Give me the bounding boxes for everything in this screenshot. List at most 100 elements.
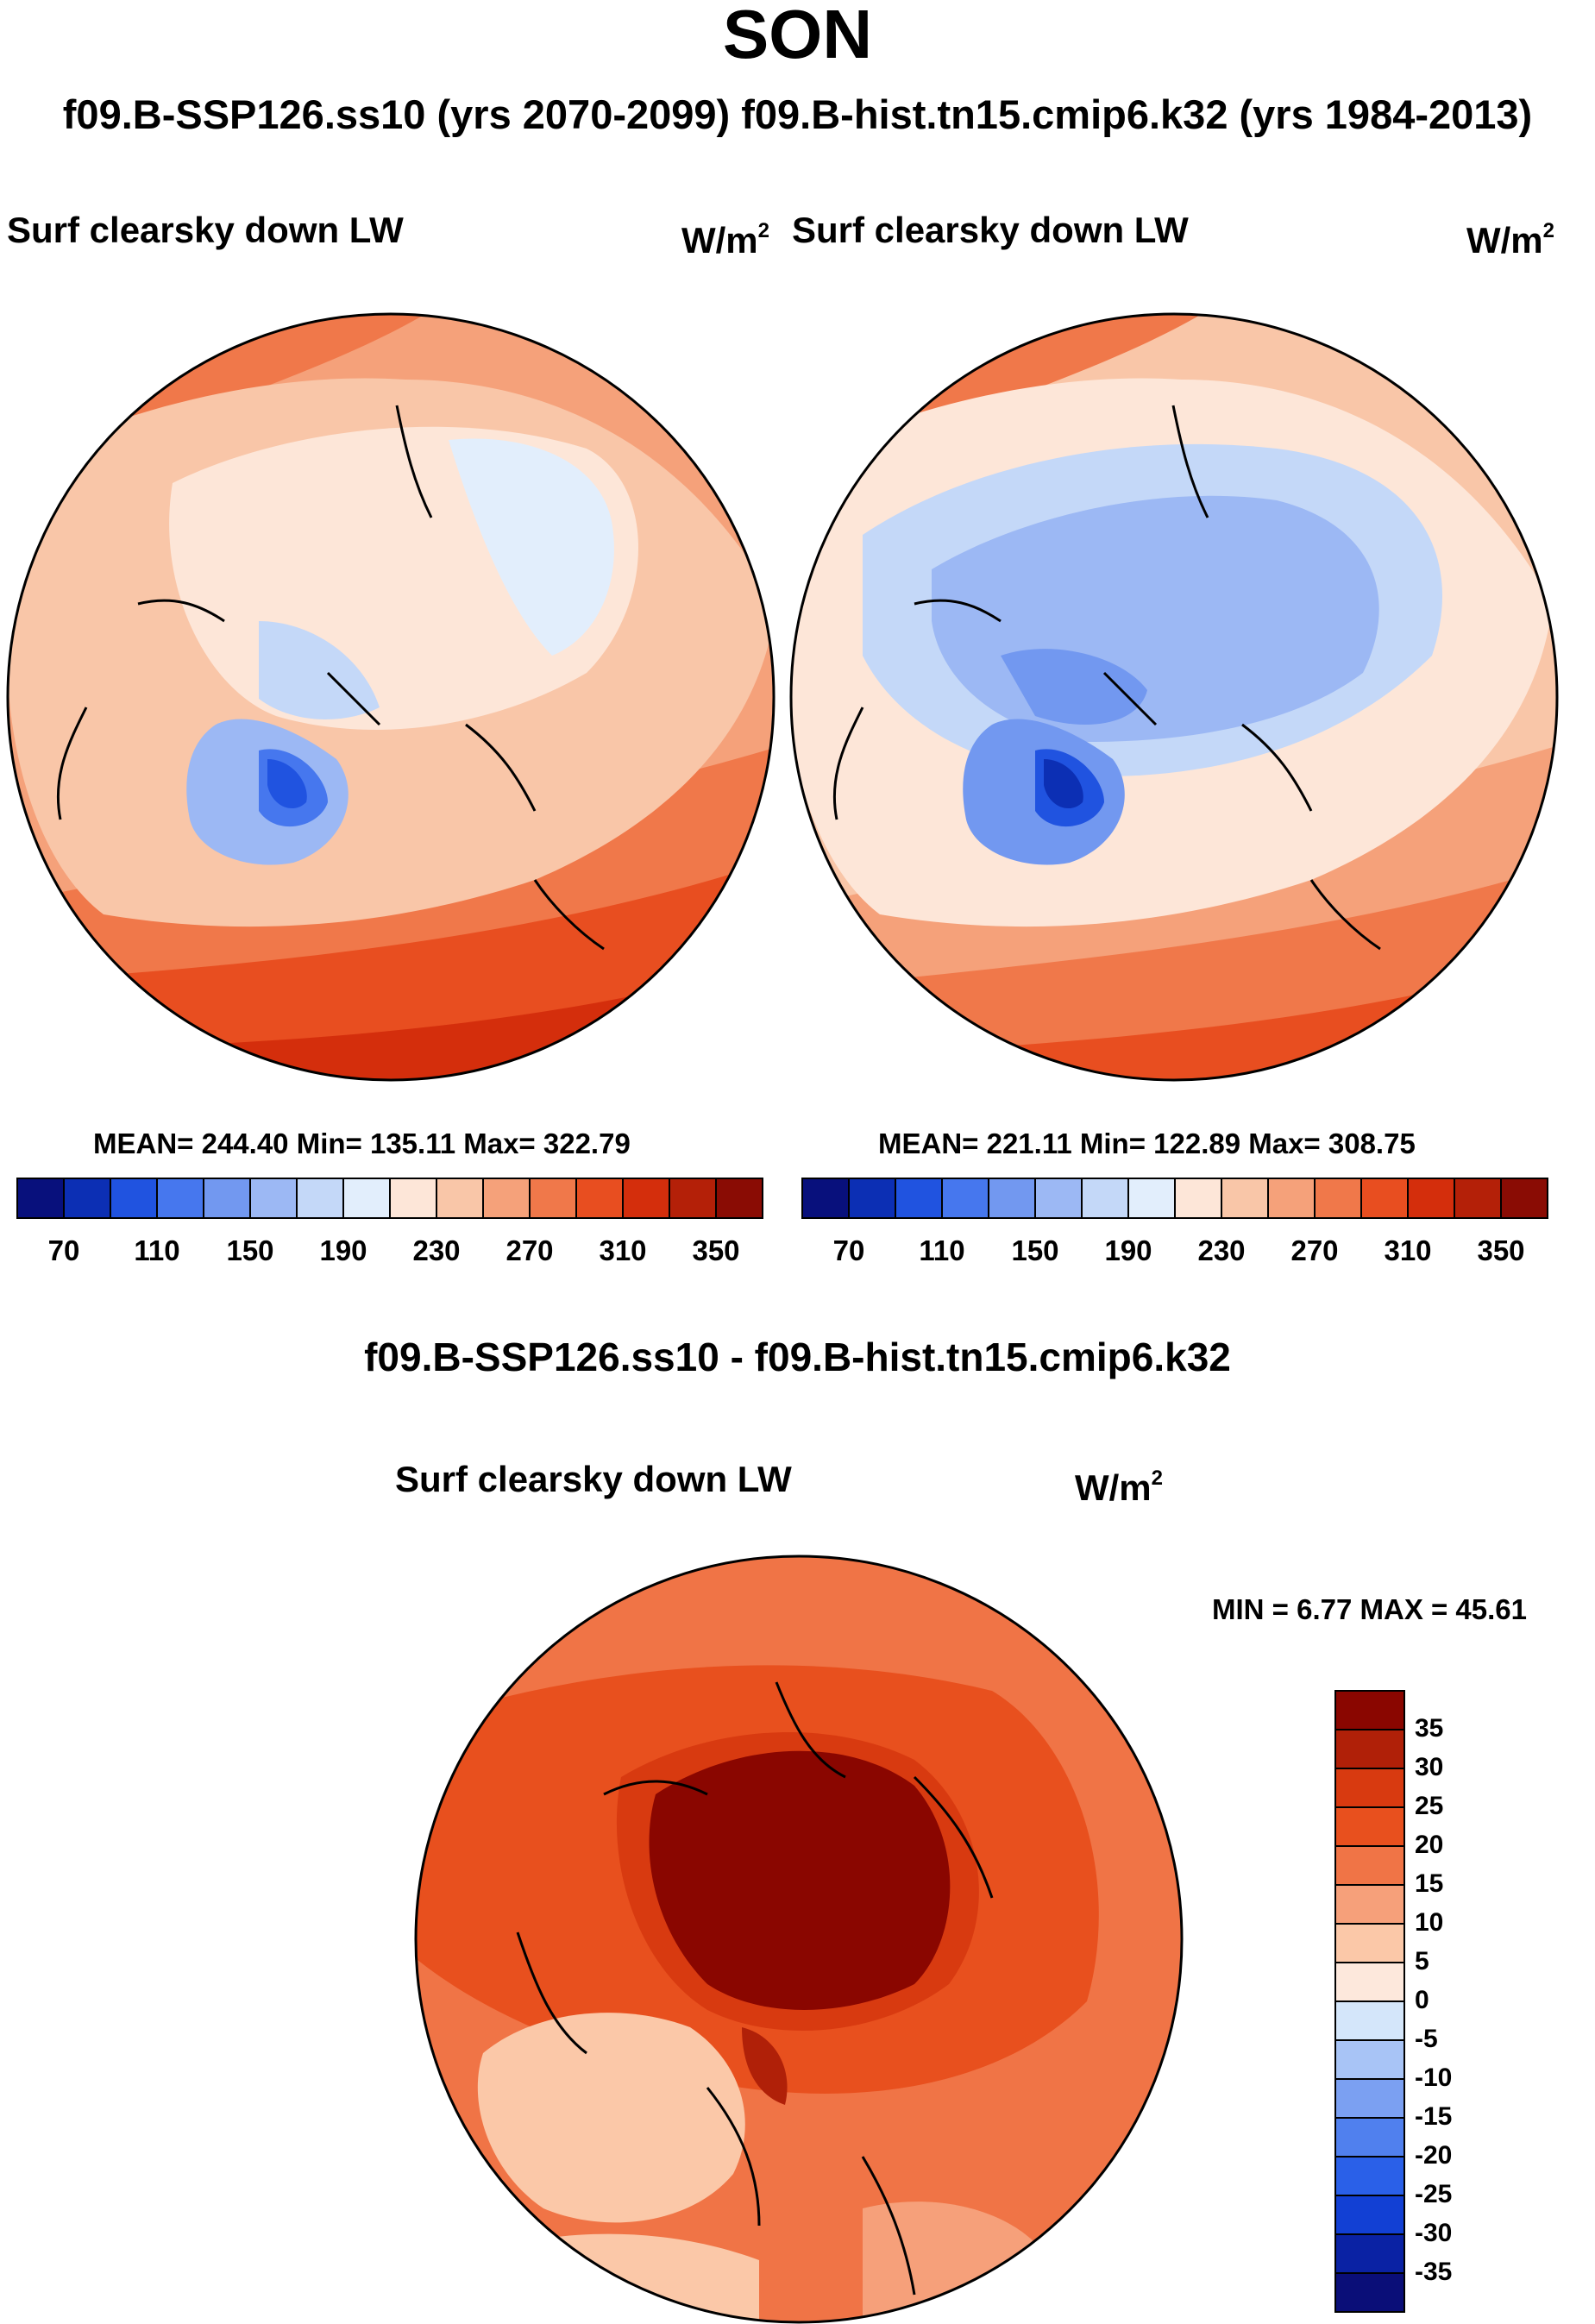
panel-3-stats: MIN = 6.77 MAX = 45.61 <box>1212 1593 1528 1625</box>
colorbar-2-tick: 190 <box>1104 1234 1152 1266</box>
colorbar-2-tick: 110 <box>919 1234 965 1266</box>
colorbar-box <box>1334 1845 1405 1886</box>
panel-2-stats: MEAN= 221.11 Min= 122.89 Max= 308.75 <box>878 1127 1416 1159</box>
colorbar-1-tick: 150 <box>226 1234 274 1266</box>
colorbar-3-tick: 35 <box>1415 1714 1444 1743</box>
colorbar-box <box>1334 1923 1405 1963</box>
colorbar-box <box>801 1178 850 1219</box>
colorbar-box <box>389 1178 437 1219</box>
colorbar-box <box>1334 1884 1405 1925</box>
colorbar-3-tick: -25 <box>1415 2180 1453 2208</box>
colorbar-box <box>1034 1178 1083 1219</box>
colorbar-box <box>1334 1806 1405 1847</box>
colorbar-box <box>1314 1178 1362 1219</box>
colorbar-box <box>575 1178 624 1219</box>
colorbar-2-tick: 70 <box>832 1234 865 1266</box>
colorbar-1-tick: 350 <box>692 1234 740 1266</box>
colorbar-box <box>1127 1178 1176 1219</box>
colorbar-2-tick: 310 <box>1384 1234 1432 1266</box>
colorbar-3-tick: 30 <box>1415 1753 1444 1781</box>
colorbar-box <box>110 1178 158 1219</box>
colorbar-box <box>296 1178 344 1219</box>
colorbar-1-tick: 110 <box>134 1234 180 1266</box>
colorbar-3-tick: 10 <box>1415 1908 1444 1937</box>
colorbar-box <box>249 1178 298 1219</box>
colorbar-box <box>1334 1690 1405 1730</box>
colorbar-box <box>1360 1178 1409 1219</box>
colorbar-3-tick: 0 <box>1415 1986 1429 2014</box>
colorbar-box <box>715 1178 763 1219</box>
colorbar-box <box>1267 1178 1316 1219</box>
colorbar-2-tick: 230 <box>1197 1234 1246 1266</box>
map-historical-border <box>789 312 1559 1082</box>
map-difference <box>416 1556 1182 2322</box>
map-historical <box>791 314 1557 1080</box>
colorbar-box <box>669 1178 717 1219</box>
panel-1-title: Surf clearsky down LW <box>7 210 404 250</box>
colorbar-box <box>1454 1178 1502 1219</box>
colorbar-box <box>63 1178 111 1219</box>
colorbar-3-tick: 25 <box>1415 1792 1444 1820</box>
colorbar-difference <box>1334 1690 1405 2313</box>
colorbar-2-tick: 350 <box>1477 1234 1525 1266</box>
figure-subtitle: f09.B-SSP126.ss10 (yrs 2070-2099) f09.B-… <box>62 91 1533 137</box>
colorbar-box <box>156 1178 204 1219</box>
colorbar-box <box>1334 2117 1405 2158</box>
colorbar-box <box>1334 2156 1405 2196</box>
colorbar-box <box>203 1178 251 1219</box>
colorbar-box <box>1500 1178 1548 1219</box>
colorbar-box <box>848 1178 896 1219</box>
colorbar-1-tick: 310 <box>599 1234 647 1266</box>
colorbar-3-tick: 5 <box>1415 1947 1429 1975</box>
colorbar-historical <box>801 1178 1548 1219</box>
colorbar-3-tick: 20 <box>1415 1831 1444 1859</box>
colorbar-3-tick: -35 <box>1415 2258 1453 2286</box>
colorbar-box <box>342 1178 391 1219</box>
colorbar-1-tick: 70 <box>47 1234 80 1266</box>
colorbar-box <box>895 1178 943 1219</box>
colorbar-box <box>1334 2039 1405 2080</box>
figure-title: SON <box>722 0 873 72</box>
colorbar-box <box>1334 2001 1405 2041</box>
colorbar-box <box>1334 2233 1405 2274</box>
map-future <box>8 314 774 1080</box>
colorbar-1-tick: 230 <box>412 1234 461 1266</box>
colorbar-box <box>1334 2272 1405 2313</box>
colorbar-2-tick: 270 <box>1290 1234 1339 1266</box>
difference-title: f09.B-SSP126.ss10 - f09.B-hist.tn15.cmip… <box>364 1335 1231 1379</box>
colorbar-future <box>16 1178 763 1219</box>
colorbar-box <box>1334 2195 1405 2235</box>
colorbar-3-tick: -10 <box>1415 2063 1453 2092</box>
colorbar-1-tick: 270 <box>506 1234 554 1266</box>
colorbar-box <box>1334 1768 1405 1808</box>
panel-1-units: W/m2 <box>681 219 770 261</box>
colorbar-box <box>1334 2078 1405 2119</box>
colorbar-box <box>529 1178 577 1219</box>
colorbar-1-tick: 190 <box>319 1234 367 1266</box>
panel-3-title: Surf clearsky down LW <box>395 1459 792 1499</box>
map-future-border <box>6 312 776 1082</box>
panel-2-title: Surf clearsky down LW <box>792 210 1189 250</box>
colorbar-3-tick: -15 <box>1415 2102 1453 2131</box>
panel-1-stats: MEAN= 244.40 Min= 135.11 Max= 322.79 <box>93 1127 631 1159</box>
colorbar-box <box>1334 1962 1405 2002</box>
colorbar-3-tick: -5 <box>1415 2025 1438 2053</box>
colorbar-box <box>1081 1178 1129 1219</box>
map-difference-border <box>414 1555 1184 2324</box>
colorbar-3-tick: -30 <box>1415 2219 1453 2247</box>
colorbar-box <box>622 1178 670 1219</box>
colorbar-box <box>16 1178 65 1219</box>
colorbar-2-tick: 150 <box>1011 1234 1059 1266</box>
colorbar-3-tick: -20 <box>1415 2141 1453 2170</box>
colorbar-box <box>482 1178 531 1219</box>
colorbar-box <box>1174 1178 1222 1219</box>
colorbar-box <box>941 1178 989 1219</box>
colorbar-3-tick: 15 <box>1415 1869 1444 1898</box>
panel-3-units: W/m2 <box>1075 1467 1164 1508</box>
colorbar-box <box>1407 1178 1455 1219</box>
colorbar-box <box>1221 1178 1269 1219</box>
colorbar-box <box>1334 1729 1405 1769</box>
colorbar-box <box>988 1178 1036 1219</box>
colorbar-box <box>436 1178 484 1219</box>
